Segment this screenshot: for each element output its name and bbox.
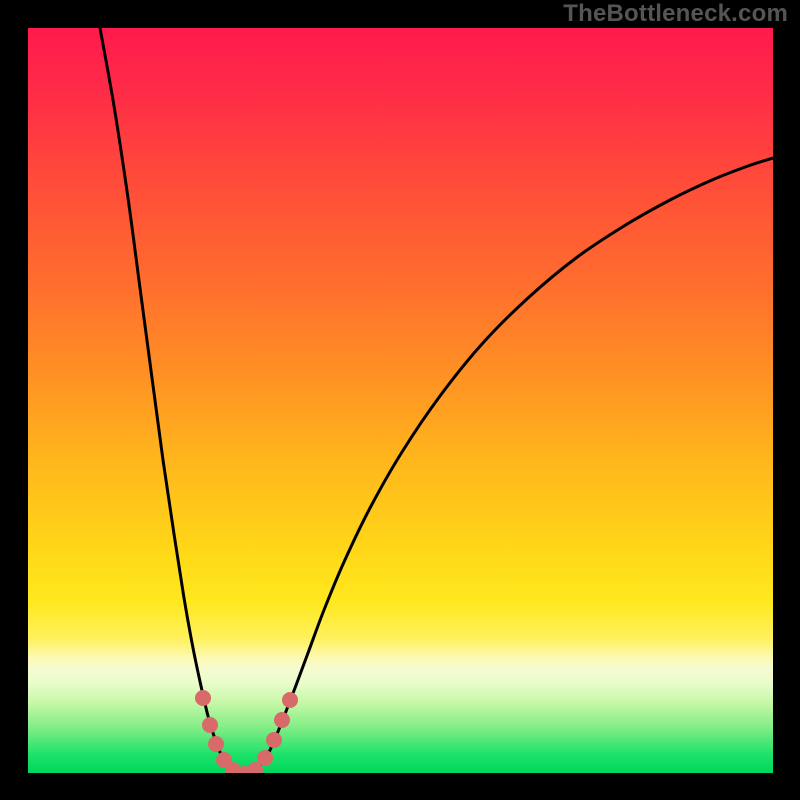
curve-marker <box>274 712 290 728</box>
curve-marker <box>266 732 282 748</box>
curve-marker <box>208 736 224 752</box>
curve-marker <box>195 690 211 706</box>
curve-marker <box>202 717 218 733</box>
curve-marker <box>257 750 273 766</box>
curve-marker <box>282 692 298 708</box>
bottleneck-chart <box>0 0 800 800</box>
chart-container: TheBottleneck.com <box>0 0 800 800</box>
watermark-text: TheBottleneck.com <box>563 0 788 28</box>
plot-background <box>28 28 773 773</box>
